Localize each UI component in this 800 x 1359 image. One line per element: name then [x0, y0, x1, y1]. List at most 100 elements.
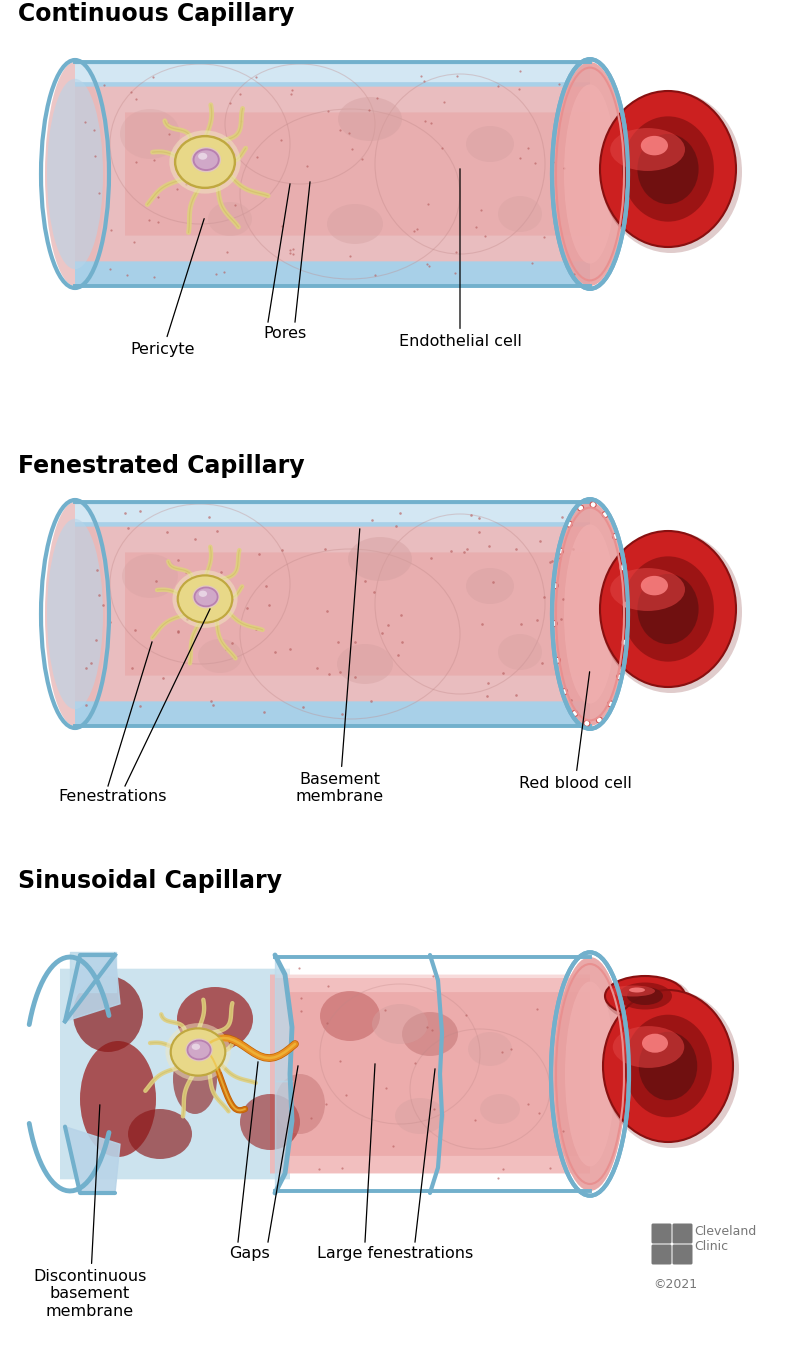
Point: [204, 690, 217, 712]
Ellipse shape: [603, 989, 739, 1148]
Point: [172, 549, 185, 571]
Point: [79, 658, 92, 680]
Polygon shape: [65, 1127, 120, 1193]
Point: [495, 1041, 508, 1063]
Point: [378, 999, 391, 1021]
Point: [143, 209, 156, 231]
Point: [300, 155, 313, 177]
Ellipse shape: [584, 720, 590, 726]
Point: [151, 211, 164, 232]
Ellipse shape: [177, 987, 253, 1051]
Point: [313, 1158, 326, 1180]
FancyBboxPatch shape: [125, 552, 590, 675]
Point: [121, 264, 134, 285]
Ellipse shape: [45, 63, 105, 285]
Point: [334, 118, 346, 140]
Point: [450, 65, 463, 87]
Point: [259, 575, 272, 597]
Text: Discontinuous
basement
membrane: Discontinuous basement membrane: [34, 1105, 146, 1318]
Text: Fenestrated Capillary: Fenestrated Capillary: [18, 454, 305, 478]
Point: [105, 219, 118, 241]
Ellipse shape: [170, 1029, 226, 1075]
Point: [528, 152, 541, 174]
Point: [362, 99, 375, 121]
Point: [483, 535, 496, 557]
Ellipse shape: [348, 537, 412, 582]
Point: [335, 703, 348, 724]
Point: [78, 111, 91, 133]
Ellipse shape: [198, 639, 242, 673]
Point: [275, 129, 288, 151]
Point: [346, 137, 358, 159]
Point: [276, 540, 289, 561]
Point: [481, 685, 494, 707]
Point: [336, 1157, 349, 1178]
Point: [514, 147, 526, 169]
Point: [170, 178, 183, 200]
Point: [161, 113, 174, 135]
Ellipse shape: [80, 1041, 156, 1157]
Point: [450, 242, 462, 264]
Point: [543, 1157, 556, 1178]
Point: [344, 245, 357, 266]
Text: Basement
membrane: Basement membrane: [296, 529, 384, 805]
FancyBboxPatch shape: [673, 1245, 693, 1264]
Point: [522, 1094, 534, 1116]
Point: [369, 265, 382, 287]
Point: [103, 258, 116, 280]
Point: [275, 215, 288, 236]
FancyBboxPatch shape: [125, 113, 590, 235]
Point: [80, 694, 93, 716]
Ellipse shape: [554, 957, 626, 1190]
Ellipse shape: [170, 130, 241, 193]
Ellipse shape: [638, 135, 698, 204]
Point: [382, 614, 394, 636]
Point: [425, 111, 438, 133]
Point: [556, 507, 569, 529]
Point: [253, 544, 266, 565]
Point: [535, 652, 548, 674]
Point: [146, 67, 159, 88]
Point: [122, 516, 134, 538]
Point: [118, 503, 131, 525]
Point: [438, 91, 450, 113]
Ellipse shape: [47, 79, 103, 269]
Point: [568, 264, 581, 285]
Point: [129, 618, 142, 640]
Ellipse shape: [128, 1109, 192, 1159]
Point: [334, 1049, 346, 1071]
Point: [210, 264, 223, 285]
Ellipse shape: [338, 96, 402, 141]
Point: [183, 151, 196, 173]
Ellipse shape: [600, 531, 736, 688]
Point: [435, 137, 448, 159]
Ellipse shape: [120, 109, 180, 159]
Ellipse shape: [372, 1004, 428, 1044]
Point: [444, 541, 457, 563]
Point: [482, 671, 494, 693]
Ellipse shape: [198, 591, 207, 597]
Point: [319, 1093, 332, 1114]
Ellipse shape: [613, 1026, 684, 1068]
Point: [292, 957, 305, 978]
Ellipse shape: [590, 501, 596, 508]
Ellipse shape: [554, 501, 626, 726]
Ellipse shape: [638, 1031, 698, 1101]
Ellipse shape: [578, 506, 584, 511]
Point: [268, 641, 281, 663]
Ellipse shape: [395, 1098, 445, 1133]
Point: [286, 243, 299, 265]
Text: Large fenestrations: Large fenestrations: [317, 1246, 473, 1261]
Point: [180, 561, 193, 583]
Ellipse shape: [327, 204, 383, 245]
Ellipse shape: [608, 701, 614, 707]
Point: [558, 158, 570, 179]
Text: ©2021: ©2021: [653, 1277, 697, 1291]
Point: [294, 1000, 307, 1022]
FancyBboxPatch shape: [75, 501, 590, 726]
Point: [262, 594, 275, 616]
Ellipse shape: [337, 644, 393, 684]
FancyBboxPatch shape: [651, 1223, 671, 1243]
Point: [294, 987, 307, 1008]
Point: [221, 242, 234, 264]
